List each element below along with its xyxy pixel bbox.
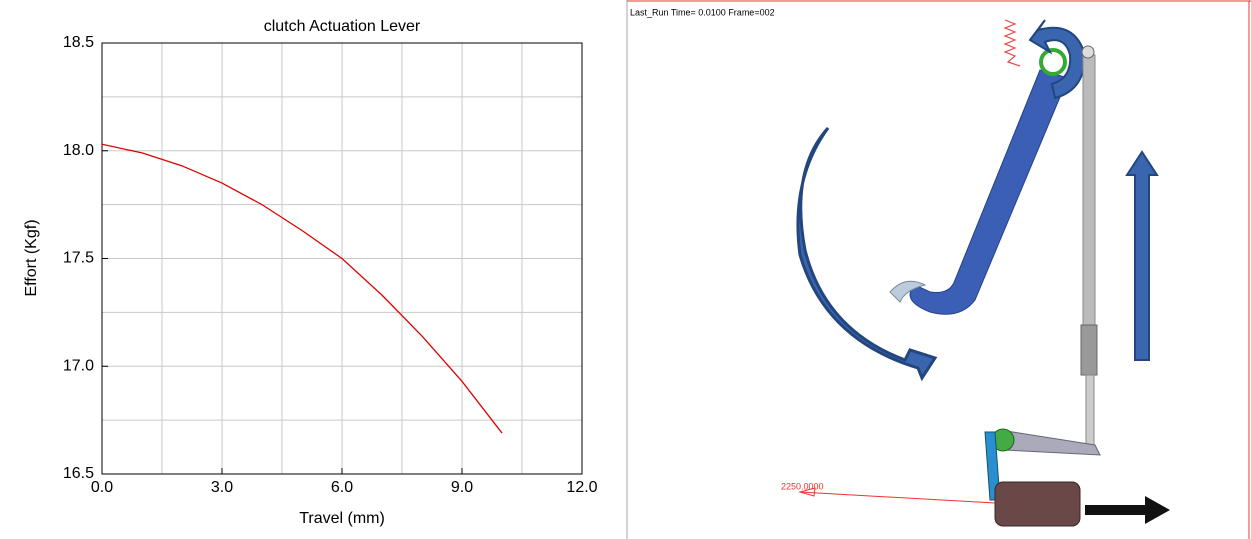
y-tick-label: 16.5 xyxy=(63,465,94,482)
rotation-arrow xyxy=(1028,19,1087,100)
rod-sleeve xyxy=(1080,324,1098,376)
plot-frame xyxy=(101,42,583,475)
x-axis-label: Travel (mm) xyxy=(299,510,385,527)
y-tick-label: 18.5 xyxy=(63,34,94,51)
y-tick-label: 17.0 xyxy=(63,357,94,374)
chart: clutch Actuation Lever Travel (mm) Effor… xyxy=(23,18,597,527)
master-cylinder xyxy=(994,481,1081,527)
y-tick-label: 18.0 xyxy=(63,142,94,159)
y-tick-label: 17.5 xyxy=(63,250,94,267)
pivot xyxy=(1039,48,1067,76)
y-axis-label: Effort (Kgf) xyxy=(23,219,40,296)
swing-arrow xyxy=(796,126,938,382)
pedal-pad xyxy=(889,280,927,303)
x-tick-label: 0.0 xyxy=(91,479,113,496)
x-tick-label: 9.0 xyxy=(451,479,473,496)
up-arrow xyxy=(1125,150,1159,361)
spring xyxy=(1003,19,1021,67)
output-arrow xyxy=(1085,496,1170,524)
push-rod xyxy=(1082,54,1096,326)
rod-joint xyxy=(1081,45,1095,59)
viewport-header: Last_Run Time= 0.0100 Frame=002 xyxy=(630,7,775,17)
x-tick-label: 3.0 xyxy=(211,479,233,496)
force-label: 2250.0000 xyxy=(781,481,824,491)
x-tick-label: 6.0 xyxy=(331,479,353,496)
pedal-lever xyxy=(909,69,1069,315)
force-vector xyxy=(799,491,996,504)
viewport: Last_Run Time= 0.0100 Frame=002 2250.000… xyxy=(626,0,1251,539)
data-line xyxy=(101,143,503,434)
rod-end xyxy=(1085,374,1095,451)
x-tick-label: 12.0 xyxy=(566,479,597,496)
chart-title: clutch Actuation Lever xyxy=(264,18,421,35)
force-arrowhead xyxy=(798,487,816,497)
